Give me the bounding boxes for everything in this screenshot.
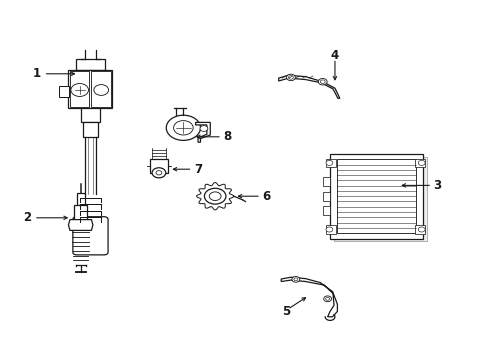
Text: 8: 8 [223, 130, 231, 143]
Circle shape [325, 161, 332, 166]
Circle shape [325, 297, 329, 300]
Polygon shape [195, 122, 210, 142]
Bar [322, 177, 329, 186]
Circle shape [320, 80, 325, 84]
Circle shape [200, 126, 207, 131]
Bar [91, 71, 111, 107]
Bar [322, 206, 329, 215]
Circle shape [417, 227, 424, 232]
Polygon shape [281, 277, 337, 317]
Bar [325, 225, 335, 234]
Bar [68, 70, 112, 108]
Circle shape [204, 188, 225, 204]
FancyBboxPatch shape [73, 217, 108, 255]
Circle shape [286, 74, 295, 81]
Bar [414, 158, 424, 167]
Circle shape [173, 121, 193, 135]
Polygon shape [68, 220, 93, 230]
Bar [76, 59, 105, 70]
Circle shape [94, 85, 108, 95]
Text: 5: 5 [282, 305, 289, 318]
Bar [74, 205, 87, 220]
Bar [333, 157, 426, 241]
Circle shape [291, 276, 299, 282]
Bar [82, 122, 98, 137]
Bar [414, 225, 424, 234]
Bar [325, 158, 335, 167]
Circle shape [209, 192, 221, 201]
Polygon shape [278, 75, 339, 98]
Bar [77, 193, 84, 205]
Circle shape [71, 84, 88, 96]
Bar [150, 159, 167, 173]
Circle shape [288, 76, 293, 79]
Circle shape [293, 278, 297, 281]
Text: 4: 4 [330, 49, 338, 62]
Text: 2: 2 [23, 211, 31, 224]
Circle shape [152, 168, 165, 178]
Circle shape [166, 115, 200, 140]
Bar [337, 159, 415, 233]
Circle shape [156, 171, 162, 175]
Circle shape [323, 296, 331, 302]
Circle shape [417, 161, 424, 166]
Bar [70, 71, 88, 107]
Bar [329, 154, 422, 238]
Text: 6: 6 [262, 190, 270, 203]
Circle shape [318, 78, 326, 85]
Text: 3: 3 [433, 179, 441, 192]
Text: 7: 7 [194, 163, 202, 176]
Text: 1: 1 [33, 67, 41, 80]
Bar [81, 108, 100, 122]
Circle shape [325, 227, 332, 232]
Bar [59, 86, 69, 97]
Bar [322, 192, 329, 201]
